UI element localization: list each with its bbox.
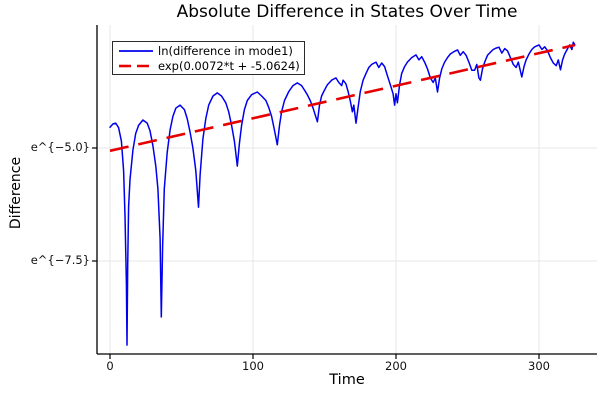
x-tick-label: 200 — [385, 359, 407, 373]
fit-line-exp — [109, 43, 576, 153]
legend-item-series: ln(difference in mode1) — [119, 43, 298, 58]
y-tick-label: e^{−5.0} — [30, 140, 90, 154]
red-dashed-line-icon — [119, 64, 153, 67]
x-tick-label: 100 — [242, 359, 264, 373]
x-tick-label: 0 — [106, 359, 114, 373]
blue-solid-line-icon — [119, 49, 153, 52]
series-line-difference — [109, 41, 576, 346]
legend: ln(difference in mode1) exp(0.0072*t + -… — [112, 41, 305, 75]
legend-item-label: ln(difference in mode1) — [158, 43, 293, 58]
y-tick-label: e^{−7.5} — [30, 253, 90, 267]
legend-item-label: exp(0.0072*t + -5.0624) — [158, 58, 300, 73]
chart-title: Absolute Difference in States Over Time — [176, 2, 518, 22]
x-tick-label: 300 — [528, 359, 550, 373]
x-axis-label: Time — [329, 372, 365, 388]
legend-item-fit: exp(0.0072*t + -5.0624) — [119, 58, 300, 73]
